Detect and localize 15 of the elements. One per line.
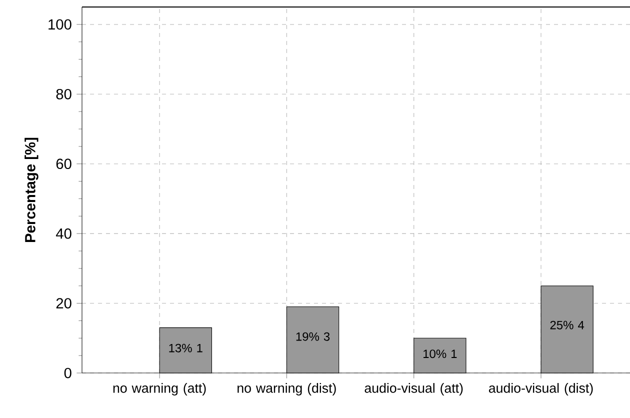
data-label: 25% 4: [550, 320, 584, 330]
x-tick-label: no warning (dist): [238, 383, 336, 396]
data-label: 19% 3: [296, 332, 330, 341]
x-tick-label: audio-visual (dist): [488, 383, 593, 396]
y-axis-title: Percentage [%]: [24, 138, 38, 242]
data-label: 10% 1: [424, 350, 457, 358]
y-tick-label: 60: [56, 158, 72, 170]
y-tick-label: 40: [56, 228, 72, 239]
y-tick-label: 100: [48, 19, 72, 30]
x-tick-label: no warning (att): [113, 383, 206, 396]
y-tick-label: 20: [56, 298, 72, 308]
x-tick-label: audio-visual (att): [364, 383, 463, 396]
data-label: 13% 1: [169, 344, 202, 352]
y-tick-label: 80: [56, 88, 72, 100]
y-tick-label: 0: [64, 368, 72, 378]
